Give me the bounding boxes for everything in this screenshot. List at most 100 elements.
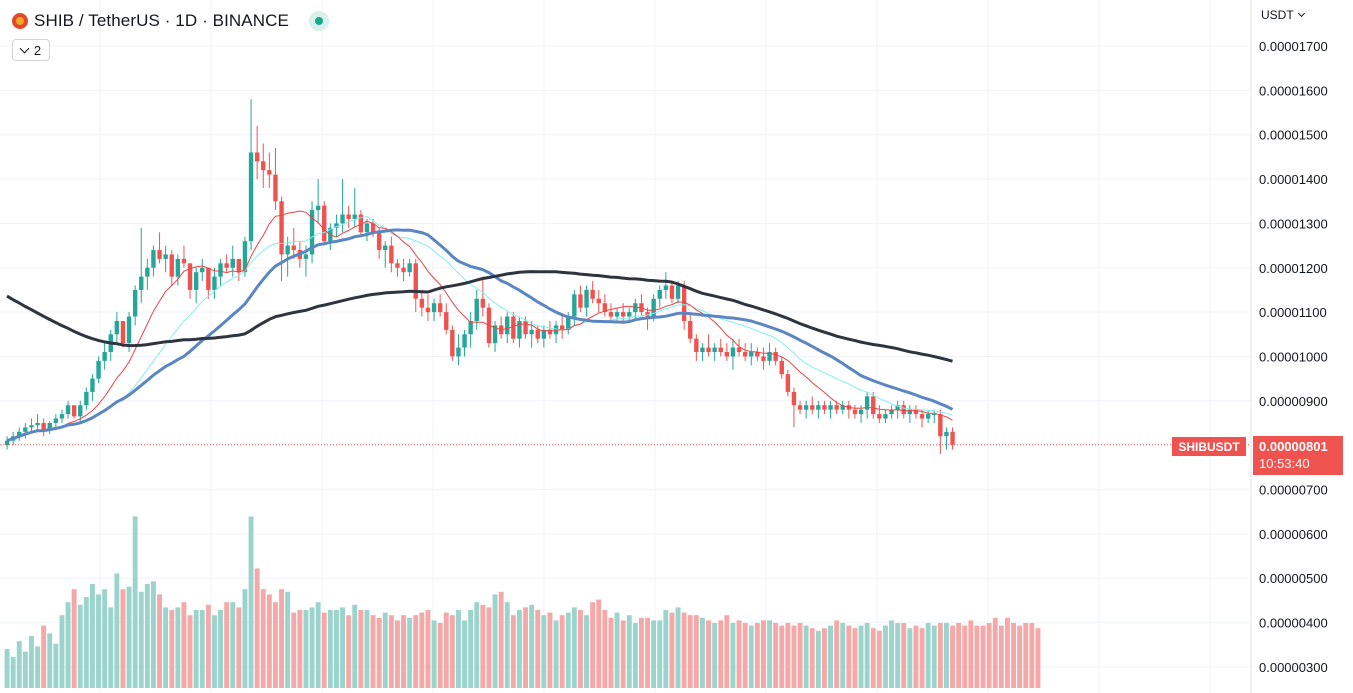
ma-mid-line xyxy=(6,228,954,443)
volume-bar xyxy=(626,615,632,688)
candle-body xyxy=(224,263,229,268)
volume-bar xyxy=(529,604,535,688)
volume-bar xyxy=(181,602,187,688)
volume-bar xyxy=(645,617,650,688)
volume-bar xyxy=(693,615,699,688)
candle-body xyxy=(84,391,89,406)
candle-body xyxy=(90,378,95,392)
candle-body xyxy=(712,347,717,353)
volume-bar xyxy=(797,623,803,688)
volume-bar xyxy=(754,623,760,688)
volume-bar xyxy=(803,625,809,688)
candle-body xyxy=(883,414,888,419)
candle-body xyxy=(797,405,803,410)
volume-bar xyxy=(126,586,132,688)
candle-body xyxy=(315,205,321,211)
candle-body xyxy=(309,210,315,255)
candle-body xyxy=(193,272,199,290)
volume-bars xyxy=(4,516,1041,688)
candle-body xyxy=(230,258,235,268)
candle-body xyxy=(645,312,650,317)
volume-bar xyxy=(858,625,864,688)
currency-selector[interactable]: USDT xyxy=(1261,8,1305,22)
ma-cyan-line xyxy=(6,216,953,442)
volume-bar xyxy=(895,623,901,688)
volume-bar xyxy=(334,610,339,688)
volume-bar xyxy=(352,604,358,688)
market-status-icon[interactable] xyxy=(308,11,329,31)
indicators-collapse-button[interactable]: 2 xyxy=(12,39,50,61)
volume-bar xyxy=(986,623,992,688)
candle-body xyxy=(803,405,809,410)
volume-bar xyxy=(138,591,144,688)
candle-body xyxy=(352,214,357,219)
volume-bar xyxy=(59,615,65,688)
candle-body xyxy=(700,347,705,353)
symbol-title[interactable]: SHIB / TetherUS · 1D · BINANCE xyxy=(34,11,289,30)
currency-label: USDT xyxy=(1261,8,1294,22)
volume-bar xyxy=(364,610,370,688)
candle-body xyxy=(169,254,174,277)
ma-fast-line xyxy=(6,210,953,442)
volume-bar xyxy=(10,656,16,688)
volume-bar xyxy=(102,589,108,688)
volume-bar xyxy=(669,612,675,688)
volume-bar xyxy=(815,630,821,688)
volume-bar xyxy=(370,615,376,688)
candle-body xyxy=(261,161,266,171)
volume-bar xyxy=(712,623,718,688)
volume-bar xyxy=(236,607,242,688)
candle-body xyxy=(535,329,540,339)
candle-body xyxy=(17,431,22,437)
volume-bar xyxy=(535,610,541,688)
volume-bar xyxy=(71,589,77,688)
candle-body xyxy=(4,440,10,446)
candle-body xyxy=(480,298,486,308)
candle-body xyxy=(529,329,534,335)
candle-body xyxy=(242,241,248,273)
volume-bar xyxy=(651,620,657,688)
bar-countdown: 10:53:40 xyxy=(1259,456,1310,471)
volume-bar xyxy=(41,625,47,688)
candle-body xyxy=(517,320,522,339)
price-tick-label: 0.00001200 xyxy=(1259,261,1328,276)
candle-body xyxy=(864,396,870,410)
volume-bar xyxy=(53,643,59,688)
volume-bar xyxy=(382,612,388,688)
candle-body xyxy=(767,352,772,361)
candle-body xyxy=(950,431,955,445)
candle-body xyxy=(541,329,547,339)
volume-bar xyxy=(151,581,156,688)
price-axis[interactable]: 0.00001700 0.00001600 0.00001500 0.00001400… xyxy=(1259,39,1328,675)
volume-bar xyxy=(498,591,504,688)
candle-body xyxy=(431,303,437,313)
volume-bar xyxy=(254,568,260,688)
candle-body xyxy=(248,152,254,242)
volume-bar xyxy=(779,625,785,688)
candle-body xyxy=(742,352,748,357)
volume-bar xyxy=(199,610,205,688)
candle-body xyxy=(175,258,181,277)
candle-body xyxy=(511,316,516,339)
price-tick-label: 0.00001300 xyxy=(1259,216,1328,231)
volume-bar xyxy=(773,623,779,688)
volume-bar xyxy=(992,617,998,688)
candle-body xyxy=(376,232,382,251)
volume-bar xyxy=(407,617,413,688)
volume-bar xyxy=(443,612,449,688)
candle-body xyxy=(675,285,681,299)
volume-bar xyxy=(504,602,510,688)
volume-bar xyxy=(144,584,150,688)
price-tick-label: 0.00000500 xyxy=(1259,571,1328,586)
grid-lines xyxy=(0,0,1251,693)
candle-body xyxy=(78,405,83,417)
volume-bar xyxy=(517,610,522,688)
volume-bar xyxy=(456,610,461,688)
volume-bar xyxy=(480,604,486,688)
candle-body xyxy=(151,250,156,268)
volume-bar xyxy=(35,646,40,688)
volume-bar xyxy=(401,615,406,688)
volume-bar xyxy=(437,623,443,688)
volume-bar xyxy=(931,625,937,688)
